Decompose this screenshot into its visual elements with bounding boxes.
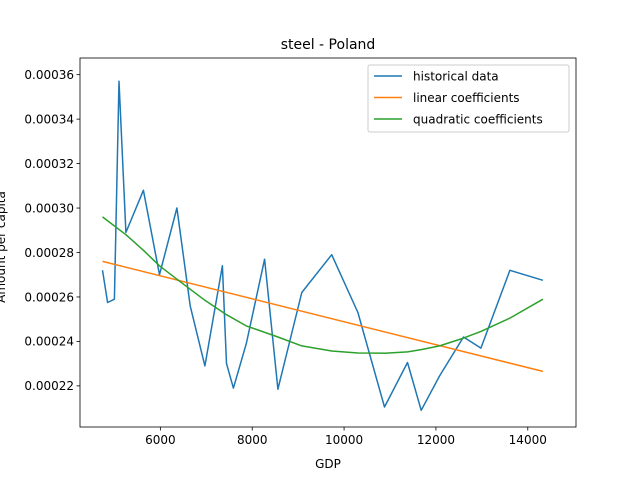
chart-title: steel - Poland xyxy=(281,37,376,53)
y-tick-label: 0.00032 xyxy=(24,157,74,171)
x-tick-label: 10000 xyxy=(325,433,363,447)
legend-label-3: quadratic coefficients xyxy=(413,112,543,126)
y-axis-label: Amount per capita xyxy=(0,191,8,303)
legend-label-2: linear coefficients xyxy=(413,91,520,105)
y-axis-ticks: 0.00022 0.00024 0.00026 0.00028 0.00030 0.000… xyxy=(24,68,80,393)
y-tick-label: 0.00036 xyxy=(24,68,74,82)
series-line-2 xyxy=(102,260,544,373)
series-line-1 xyxy=(101,80,544,412)
x-tick-label: 14000 xyxy=(509,433,547,447)
y-tick-label: 0.00026 xyxy=(24,290,74,304)
y-tick-label: 0.00030 xyxy=(24,201,74,215)
series-layer xyxy=(101,80,544,412)
legend-box xyxy=(367,64,570,133)
legend-label-1: historical data xyxy=(413,69,499,83)
plot-frame xyxy=(79,57,577,428)
series-line-3 xyxy=(102,216,544,354)
y-tick-label: 0.00034 xyxy=(24,112,74,126)
y-tick-label: 0.00022 xyxy=(24,379,74,393)
x-tick-label: 12000 xyxy=(417,433,455,447)
x-tick-label: 6000 xyxy=(145,433,176,447)
y-tick-label: 0.00024 xyxy=(24,335,74,349)
x-axis-ticks: 6000 8000 10000 12000 14000 xyxy=(145,427,547,447)
y-tick-label: 0.00028 xyxy=(24,246,74,260)
x-axis-label: GDP xyxy=(315,457,341,471)
legend: historical data linear coefficients quadra… xyxy=(367,64,570,133)
x-tick-label: 8000 xyxy=(237,433,268,447)
